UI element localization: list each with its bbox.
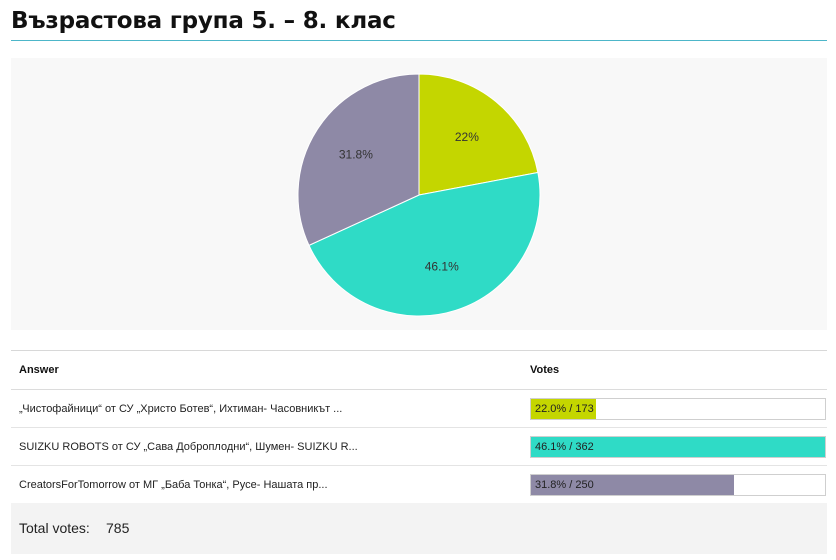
table-row: „Чистофайници“ от СУ „Христо Ботев“, Ихт… xyxy=(11,389,827,428)
pie-slice xyxy=(418,73,539,196)
votes-cell: 31.8% / 250 xyxy=(522,465,827,504)
votes-cell: 22.0% / 173 xyxy=(522,389,827,428)
vote-bar: 46.1% / 362 xyxy=(530,435,826,458)
answer-column-header: Answer xyxy=(11,351,522,390)
table-row: SUIZKU ROBOTS от СУ „Сава Доброплодни“, … xyxy=(11,427,827,466)
pie-chart: 22% 46.1% 31.8% xyxy=(297,73,541,317)
vote-bar: 31.8% / 250 xyxy=(530,473,826,496)
pie-chart-panel: 22% 46.1% 31.8% xyxy=(11,58,827,330)
results-table: Answer Votes „Чистофайници“ от СУ „Христ… xyxy=(11,350,827,504)
answer-cell: SUIZKU ROBOTS от СУ „Сава Доброплодни“, … xyxy=(11,427,522,466)
votes-column-header: Votes xyxy=(522,351,827,390)
vote-bar: 22.0% / 173 xyxy=(530,397,826,420)
vote-bar-label: 46.1% / 362 xyxy=(535,440,594,453)
vote-bar-fill xyxy=(531,398,596,419)
total-votes-row: Total votes: 785 xyxy=(11,503,827,554)
answer-cell: CreatorsForTomorrow от МГ „Баба Тонка“, … xyxy=(11,465,522,504)
vote-bar-fill xyxy=(531,436,825,457)
table-row: CreatorsForTomorrow от МГ „Баба Тонка“, … xyxy=(11,465,827,504)
pie-slice-label: 22% xyxy=(455,130,479,144)
total-votes-value: 785 xyxy=(106,520,130,536)
total-votes-label: Total votes: xyxy=(19,520,90,536)
vote-bar-label: 31.8% / 250 xyxy=(535,478,594,491)
page-title: Възрастова група 5. – 8. клас xyxy=(11,8,396,34)
vote-bar-fill xyxy=(531,474,734,495)
votes-cell: 46.1% / 362 xyxy=(522,427,827,466)
pie-slice-label: 46.1% xyxy=(425,259,459,273)
title-divider xyxy=(11,40,827,41)
table-header-row: Answer Votes xyxy=(11,351,827,390)
vote-bar-label: 22.0% / 173 xyxy=(535,402,594,415)
answer-cell: „Чистофайници“ от СУ „Христо Ботев“, Ихт… xyxy=(11,389,522,428)
pie-slice-label: 31.8% xyxy=(339,147,373,161)
pie-slice xyxy=(297,73,420,247)
pie-slice xyxy=(308,171,541,317)
